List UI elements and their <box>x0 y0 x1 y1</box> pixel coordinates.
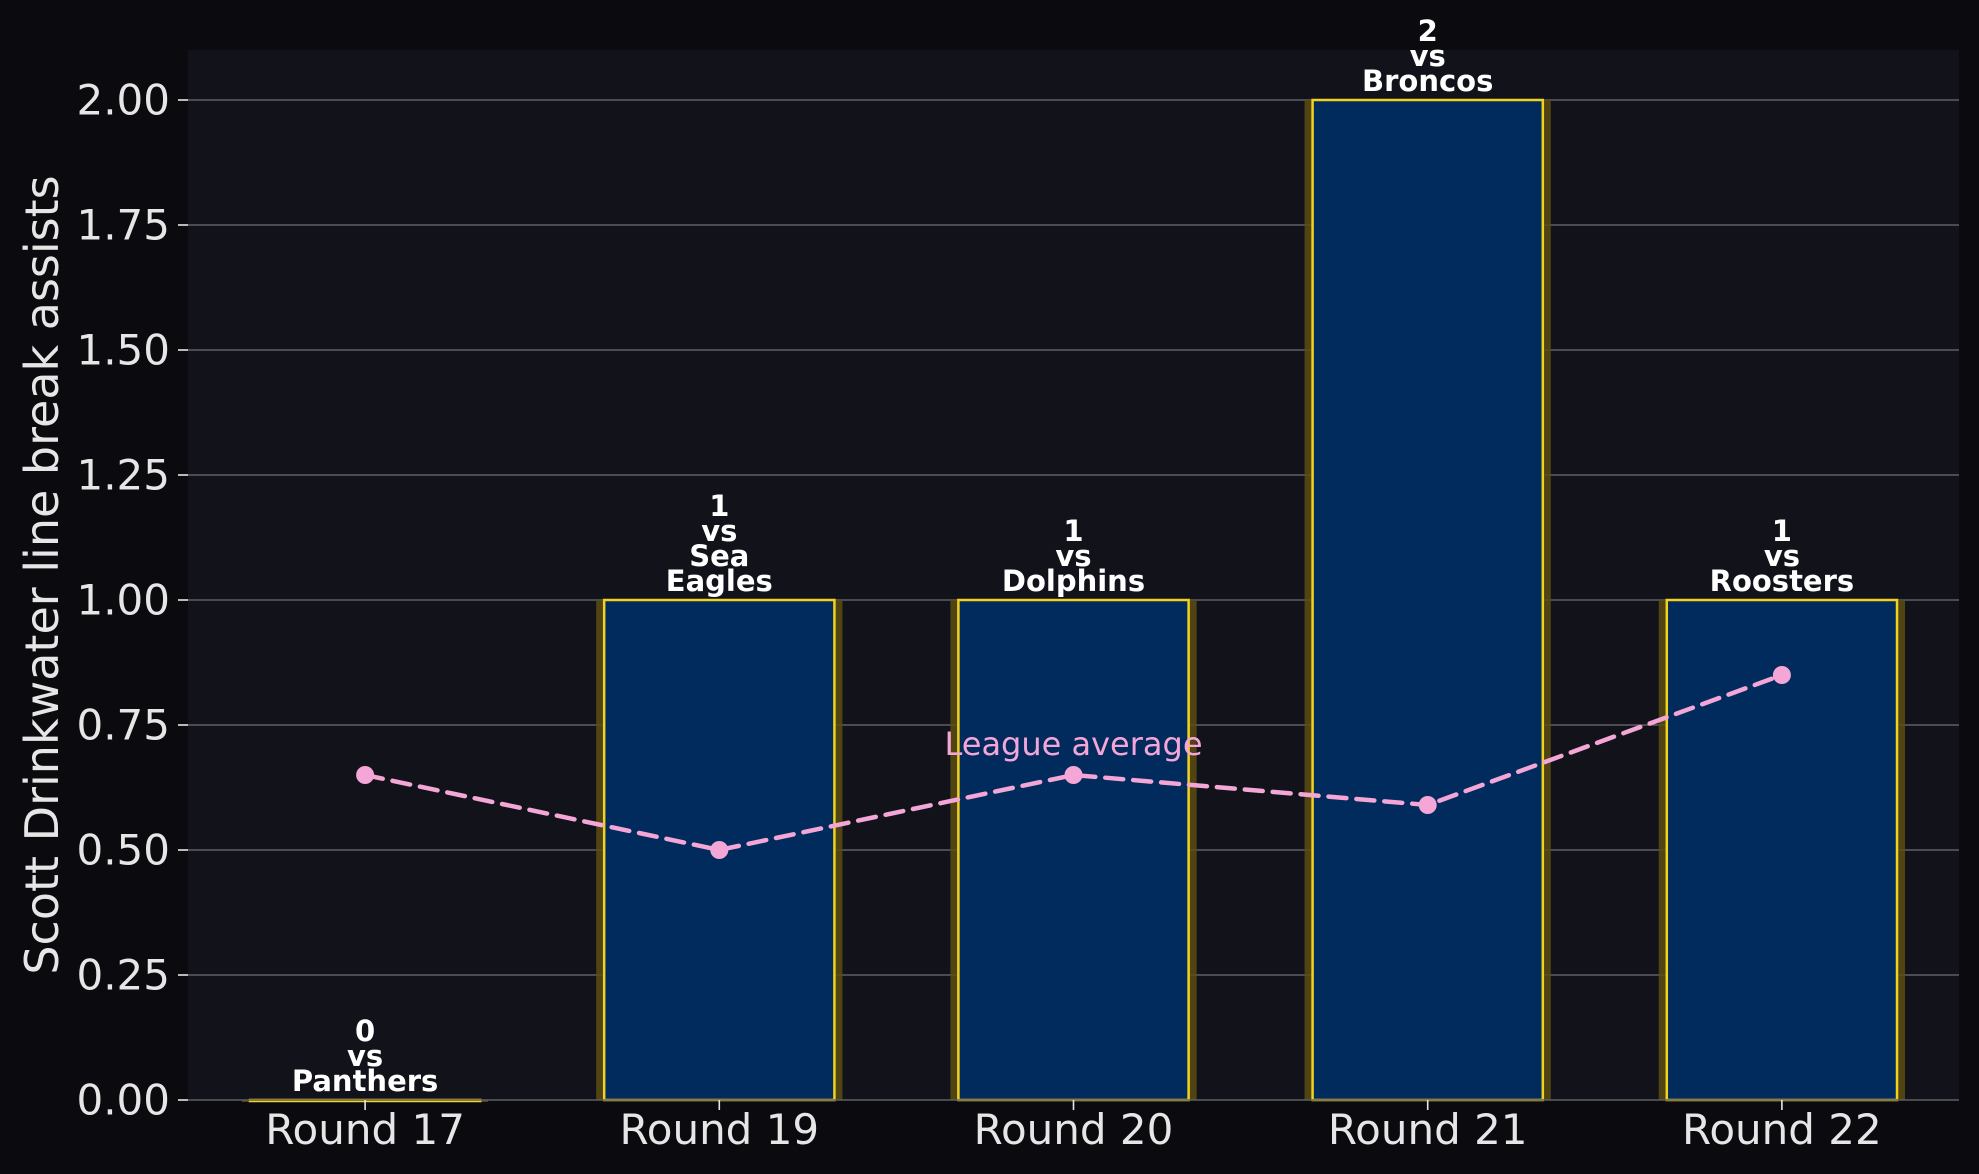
bar-label-line: vs <box>1410 39 1446 73</box>
bar-label-line: 0 <box>355 1014 375 1048</box>
x-tick-label: Round 20 <box>974 1105 1174 1154</box>
league-average-point <box>710 841 729 859</box>
bar-value-label: 2 vs Broncos <box>1362 14 1493 98</box>
bar-label-line: Broncos <box>1362 64 1493 98</box>
league-average-point <box>1772 666 1791 684</box>
league-average-point <box>1064 766 1083 784</box>
league-average-series: League average <box>356 666 1791 859</box>
bar-label-line: Eagles <box>666 564 773 598</box>
x-tick-label: Round 22 <box>1682 1105 1882 1154</box>
bar-value-label: 1 vs Dolphins <box>1002 514 1145 598</box>
bar-label-line: vs <box>347 1039 383 1073</box>
y-tick-label: 0.00 <box>76 1076 170 1125</box>
y-tick-label: 2.00 <box>76 76 170 125</box>
bar-label-line: 1 <box>1772 514 1792 548</box>
y-axis-label: Scott Drinkwater line break assists <box>15 175 69 974</box>
y-tick-label: 0.50 <box>76 826 170 875</box>
bar-label-line: Dolphins <box>1002 564 1145 598</box>
bar-label-line: vs <box>701 514 737 548</box>
bar-label-line: Panthers <box>292 1064 438 1098</box>
bar-label-line: Roosters <box>1710 564 1855 598</box>
bar <box>957 598 1190 1102</box>
bar-label-line: 1 <box>1063 514 1083 548</box>
x-tick-label: Round 21 <box>1328 1105 1528 1154</box>
bar-value-label: 1 vs Roosters <box>1710 514 1855 598</box>
x-tick-label: Round 17 <box>265 1105 465 1154</box>
bar-label-line: 1 <box>709 489 729 523</box>
axes: 0.00 0.25 0.50 0.75 1.00 1.25 1.50 1.75 2.00 Roun… <box>15 76 1959 1154</box>
y-tick-label: 1.50 <box>76 326 170 375</box>
y-tick-label: 1.00 <box>76 576 170 625</box>
league-average-line <box>362 672 1785 853</box>
league-average-point <box>1418 796 1437 814</box>
bar-value-label: 0 vs Panthers <box>292 1014 438 1098</box>
league-average-label: League average <box>944 725 1202 763</box>
y-tick-label: 0.75 <box>76 701 170 750</box>
bar-label-line: 2 <box>1418 14 1438 48</box>
y-tick-label: 0.25 <box>76 951 170 1000</box>
x-tick-label: Round 19 <box>619 1105 819 1154</box>
league-average-point <box>356 766 375 784</box>
bar-label-line: vs <box>1055 539 1091 573</box>
y-tick-label: 1.75 <box>76 201 170 250</box>
bar <box>1311 98 1545 1102</box>
bar-value-label: 1 vs Sea Eagles <box>666 489 773 598</box>
bar-label-line: vs <box>1764 539 1800 573</box>
bar-label-line: Sea <box>689 539 749 573</box>
y-tick-label: 1.25 <box>76 451 170 500</box>
